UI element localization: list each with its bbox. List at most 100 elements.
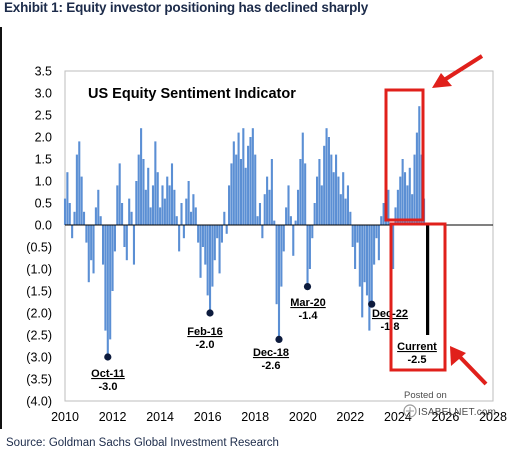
sentiment-bar-74	[239, 159, 243, 225]
bottom-red-arrow-icon	[450, 346, 488, 386]
sentiment-bar-77	[247, 145, 250, 225]
sentiment-bar-88	[273, 220, 276, 225]
sentiment-bar-75	[242, 128, 245, 225]
watermark-posted-on: Posted on	[404, 390, 447, 401]
annotation-date-dec18: Dec-18	[253, 347, 289, 359]
sentiment-bar-80	[254, 154, 257, 225]
sentiment-bar-111	[327, 137, 330, 225]
sentiment-bar-44	[168, 185, 171, 225]
sentiment-bar-125	[361, 225, 364, 318]
sentiment-bar-145	[408, 167, 411, 225]
sentiment-bar-28	[130, 211, 133, 225]
y-tick-label-4: 1.5	[35, 153, 52, 167]
sentiment-bar-123	[356, 225, 359, 243]
sentiment-bar-62	[211, 225, 214, 287]
x-tick-label-2022: 2022	[336, 410, 364, 424]
sentiment-bar-79	[251, 128, 254, 225]
current-reading-bar	[426, 225, 430, 335]
annotation-date-current: Current	[397, 341, 437, 353]
y-tick-label-9: (1.0)	[26, 263, 52, 277]
sentiment-bar-73	[237, 132, 240, 225]
sentiment-bar-99	[299, 159, 302, 225]
sentiment-bar-89	[275, 225, 278, 305]
sentiment-bar-94	[287, 185, 290, 225]
sentiment-bar-36	[149, 207, 152, 225]
y-tick-label-7: 0.0	[35, 219, 52, 233]
sentiment-bar-87	[270, 159, 273, 225]
sentiment-bar-92	[282, 225, 285, 252]
sentiment-bar-104	[311, 225, 314, 239]
exhibit-title: Exhibit 1: Equity investor positioning h…	[4, 0, 369, 15]
sentiment-bar-26	[125, 225, 128, 261]
sentiment-bar-53	[189, 211, 193, 225]
sentiment-bar-27	[128, 198, 131, 225]
sentiment-bar-127	[365, 225, 369, 296]
sentiment-bar-34	[144, 189, 147, 225]
sentiment-bar-29	[132, 225, 136, 265]
current-reading-highlight-box	[389, 222, 447, 372]
sentiment-bar-144	[406, 185, 409, 225]
sentiment-bar-57	[199, 225, 202, 278]
y-axis-ticks: 3.5 3.0 2.5 2.0 1.5 1.0 0.5 0.0 (0.5) (1.0) (1.5) (…	[26, 65, 52, 409]
sentiment-bar-146	[411, 194, 414, 225]
sentiment-bar-66	[220, 225, 223, 243]
sentiment-bar-112	[330, 154, 333, 225]
sentiment-bar-114	[335, 154, 338, 225]
top-red-arrow-icon	[432, 54, 484, 88]
sentiment-bar-142	[401, 159, 404, 225]
sentiment-bar-67	[223, 211, 226, 225]
sentiment-bar-4	[73, 211, 76, 225]
sentiment-bar-141	[399, 176, 402, 225]
trough-marker-dec22	[368, 300, 376, 308]
sentiment-bar-116	[339, 194, 342, 225]
sentiment-bar-6	[78, 141, 81, 225]
sentiment-bar-71	[232, 141, 235, 225]
sentiment-bar-9	[85, 225, 88, 243]
sentiment-bar-58	[201, 225, 204, 247]
sentiment-bar-11	[90, 225, 93, 261]
sentiment-bar-119	[346, 185, 350, 225]
sentiment-bar-52	[187, 181, 190, 225]
sentiment-bar-15	[99, 216, 102, 225]
x-tick-label-2014: 2014	[146, 410, 174, 424]
sentiment-bar-46	[173, 189, 176, 225]
sentiment-bar-19	[109, 225, 112, 340]
sentiment-bar-55	[194, 207, 197, 225]
sentiment-bar-76	[244, 167, 247, 225]
sentiment-bar-97	[294, 220, 297, 225]
trough-marker-dec18	[275, 335, 283, 343]
sentiment-bar-20	[111, 225, 114, 291]
sentiment-bar-3	[71, 225, 74, 239]
annotation-value-mar20: -1.4	[299, 310, 319, 322]
sentiment-bar-122	[354, 225, 357, 269]
sentiment-bar-91	[280, 225, 283, 287]
sentiment-bar-126	[363, 225, 366, 283]
sentiment-bar-72	[235, 154, 238, 225]
source-note: Source: Goldman Sachs Global Investment …	[6, 437, 279, 449]
sentiment-bar-48	[178, 225, 181, 252]
sentiment-bar-45	[170, 163, 174, 225]
sentiment-bar-133	[380, 216, 383, 225]
sentiment-bar-124	[358, 225, 361, 287]
y-tick-label-2: 2.5	[35, 109, 52, 123]
y-tick-label-3: 2.0	[35, 131, 52, 145]
sentiment-bar-30	[135, 181, 138, 225]
sentiment-bar-86	[268, 189, 271, 225]
sentiment-bar-100	[301, 132, 304, 225]
sentiment-bar-147	[413, 154, 416, 225]
sentiment-bar-143	[403, 172, 407, 225]
sentiment-bar-68	[225, 225, 228, 234]
sentiment-bar-50	[182, 225, 185, 239]
sentiment-bar-102	[306, 225, 309, 287]
sentiment-bar-90	[277, 225, 281, 340]
sentiment-bar-5	[75, 154, 78, 225]
sentiment-bar-109	[323, 145, 326, 225]
x-axis-ticks: 2010 2012 2014 2016 2018 2020 2022 2024 2026 2028	[51, 410, 507, 424]
sentiment-bar-63	[213, 225, 216, 261]
sentiment-bar-82	[258, 203, 262, 225]
x-tick-label-2010: 2010	[51, 410, 79, 424]
trough-annotations: Oct-11-3.0 Feb-16-2.0 Dec-18-2.6 Mar-20-1.4…	[91, 283, 437, 393]
annotation-value-current: -2.5	[408, 354, 427, 366]
trough-marker-oct11	[104, 353, 112, 361]
sentiment-bar-35	[147, 167, 150, 225]
